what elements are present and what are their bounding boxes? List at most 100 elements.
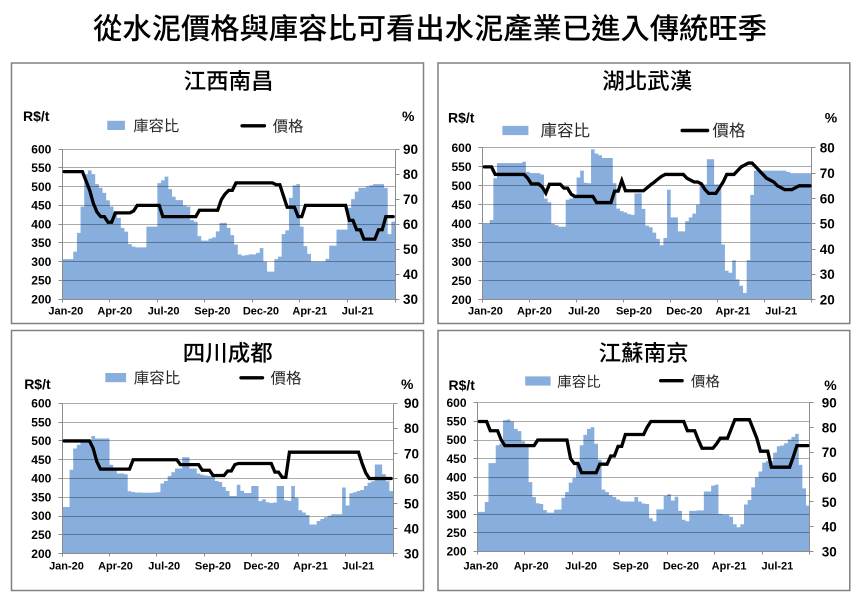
svg-text:300: 300	[446, 508, 466, 522]
svg-text:500: 500	[451, 179, 471, 193]
svg-text:R$/t: R$/t	[23, 108, 50, 124]
svg-text:60: 60	[404, 471, 419, 486]
svg-text:350: 350	[451, 236, 471, 250]
svg-text:500: 500	[31, 434, 51, 448]
svg-text:300: 300	[31, 255, 51, 269]
svg-text:Apr-20: Apr-20	[98, 561, 133, 573]
svg-text:80: 80	[822, 421, 837, 436]
svg-text:350: 350	[446, 489, 466, 503]
svg-text:Sep-20: Sep-20	[195, 561, 231, 573]
svg-text:60: 60	[403, 217, 418, 232]
svg-text:200: 200	[31, 547, 51, 561]
svg-text:90: 90	[404, 396, 419, 411]
svg-text:70: 70	[403, 192, 418, 207]
svg-text:Apr-20: Apr-20	[514, 561, 549, 573]
svg-text:Apr-20: Apr-20	[97, 305, 132, 317]
svg-text:40: 40	[820, 242, 835, 257]
svg-text:Jan-20: Jan-20	[49, 561, 84, 573]
svg-text:90: 90	[822, 396, 837, 411]
svg-text:450: 450	[31, 453, 51, 467]
svg-text:500: 500	[446, 433, 466, 447]
svg-text:Apr-20: Apr-20	[517, 305, 552, 317]
svg-text:80: 80	[403, 167, 418, 182]
svg-text:%: %	[402, 108, 415, 124]
svg-text:80: 80	[404, 421, 419, 436]
svg-text:Jan-20: Jan-20	[48, 305, 83, 317]
svg-text:Jul-20: Jul-20	[568, 305, 600, 317]
svg-text:Jul-20: Jul-20	[148, 561, 180, 573]
svg-text:Dec-20: Dec-20	[666, 305, 702, 317]
svg-text:Jan-20: Jan-20	[468, 305, 503, 317]
svg-text:200: 200	[31, 292, 51, 306]
svg-text:500: 500	[31, 180, 51, 194]
svg-text:70: 70	[404, 446, 419, 461]
svg-text:Apr-21: Apr-21	[712, 561, 747, 573]
svg-text:R$/t: R$/t	[449, 377, 476, 393]
svg-text:Jul-21: Jul-21	[765, 305, 797, 317]
svg-text:50: 50	[403, 242, 418, 257]
svg-text:90: 90	[403, 142, 418, 157]
svg-text:Jul-20: Jul-20	[148, 305, 180, 317]
svg-text:550: 550	[31, 161, 51, 175]
svg-text:Jul-21: Jul-21	[762, 561, 794, 573]
svg-text:450: 450	[451, 198, 471, 212]
svg-text:%: %	[825, 110, 838, 126]
svg-text:Dec-20: Dec-20	[243, 305, 279, 317]
svg-text:250: 250	[31, 274, 51, 288]
svg-text:550: 550	[31, 415, 51, 429]
svg-text:30: 30	[403, 292, 418, 307]
svg-text:%: %	[401, 376, 414, 392]
svg-text:70: 70	[822, 445, 837, 460]
svg-text:40: 40	[822, 520, 837, 535]
svg-text:Apr-21: Apr-21	[292, 305, 327, 317]
svg-text:20: 20	[820, 292, 835, 307]
svg-text:350: 350	[31, 236, 51, 250]
svg-text:300: 300	[31, 509, 51, 523]
svg-text:Sep-20: Sep-20	[194, 305, 230, 317]
svg-text:30: 30	[822, 544, 837, 559]
svg-text:350: 350	[31, 491, 51, 505]
svg-text:550: 550	[446, 415, 466, 429]
svg-text:300: 300	[451, 255, 471, 269]
svg-text:200: 200	[446, 545, 466, 559]
svg-text:50: 50	[404, 496, 419, 511]
svg-text:Jul-20: Jul-20	[565, 561, 597, 573]
svg-text:40: 40	[403, 267, 418, 282]
svg-text:400: 400	[446, 470, 466, 484]
svg-text:550: 550	[451, 160, 471, 174]
svg-text:Dec-20: Dec-20	[663, 561, 699, 573]
svg-text:60: 60	[822, 470, 837, 485]
svg-text:Apr-21: Apr-21	[293, 561, 328, 573]
svg-text:600: 600	[31, 397, 51, 411]
svg-text:50: 50	[822, 495, 837, 510]
svg-text:70: 70	[820, 166, 835, 181]
svg-text:Sep-20: Sep-20	[613, 561, 649, 573]
svg-text:30: 30	[404, 546, 419, 561]
svg-text:R$/t: R$/t	[448, 110, 475, 126]
svg-text:80: 80	[820, 141, 835, 156]
svg-text:450: 450	[446, 452, 466, 466]
svg-text:Jul-21: Jul-21	[342, 305, 374, 317]
svg-text:400: 400	[31, 472, 51, 486]
svg-text:250: 250	[446, 526, 466, 540]
svg-text:Sep-20: Sep-20	[616, 305, 652, 317]
svg-text:200: 200	[451, 293, 471, 307]
svg-text:400: 400	[31, 217, 51, 231]
svg-text:250: 250	[451, 274, 471, 288]
svg-text:600: 600	[31, 142, 51, 156]
svg-text:450: 450	[31, 199, 51, 213]
svg-text:Apr-21: Apr-21	[715, 305, 750, 317]
svg-text:40: 40	[404, 521, 419, 536]
svg-text:Dec-20: Dec-20	[243, 561, 279, 573]
svg-text:60: 60	[820, 191, 835, 206]
svg-text:Jul-21: Jul-21	[342, 561, 374, 573]
svg-text:R$/t: R$/t	[24, 376, 51, 392]
svg-text:%: %	[824, 377, 837, 393]
svg-text:250: 250	[31, 528, 51, 542]
svg-text:600: 600	[451, 141, 471, 155]
svg-text:600: 600	[446, 396, 466, 410]
svg-text:30: 30	[820, 267, 835, 282]
svg-text:50: 50	[820, 217, 835, 232]
svg-text:400: 400	[451, 217, 471, 231]
svg-text:Jan-20: Jan-20	[463, 561, 498, 573]
